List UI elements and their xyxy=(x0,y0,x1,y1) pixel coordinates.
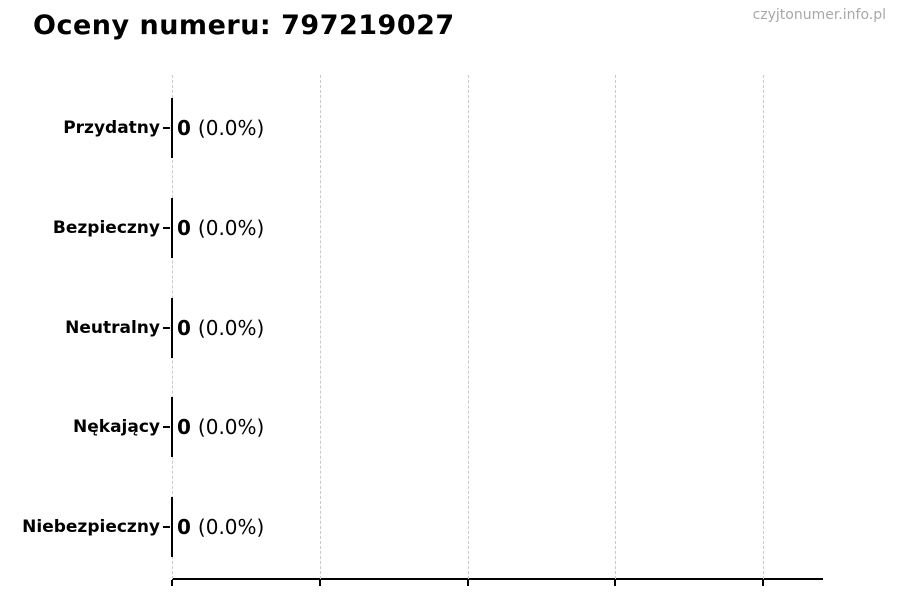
y-tick-mark xyxy=(163,426,170,428)
value-percent: (0.0%) xyxy=(197,116,265,140)
value-annotation: 0 (0.0%) xyxy=(177,98,264,158)
value-percent: (0.0%) xyxy=(197,415,265,439)
value-annotation: 0 (0.0%) xyxy=(177,298,264,358)
x-axis-line xyxy=(172,578,823,580)
chart-row: Neutralny 0 (0.0%) xyxy=(0,298,900,358)
gridline xyxy=(320,75,321,579)
value-annotation: 0 (0.0%) xyxy=(177,198,264,258)
gridline xyxy=(468,75,469,579)
chart-title: Oceny numeru: 797219027 xyxy=(33,10,455,41)
zero-width-bar xyxy=(171,397,173,457)
gridline xyxy=(763,75,764,579)
x-tick-mark xyxy=(319,580,321,586)
category-label: Nękający xyxy=(73,417,160,437)
zero-width-bar xyxy=(171,497,173,557)
value-count: 0 xyxy=(177,316,191,340)
category-label: Neutralny xyxy=(65,318,160,338)
value-count: 0 xyxy=(177,216,191,240)
chart-row: Przydatny 0 (0.0%) xyxy=(0,98,900,158)
x-tick-mark xyxy=(467,580,469,586)
zero-width-bar xyxy=(171,98,173,158)
x-tick-mark xyxy=(171,580,173,586)
value-annotation: 0 (0.0%) xyxy=(177,497,264,557)
x-tick-mark xyxy=(762,580,764,586)
y-tick-mark xyxy=(163,227,170,229)
category-label: Przydatny xyxy=(63,118,160,138)
chart-row: Niebezpieczny 0 (0.0%) xyxy=(0,497,900,557)
category-label: Bezpieczny xyxy=(52,218,160,238)
value-count: 0 xyxy=(177,116,191,140)
chart-row: Nękający 0 (0.0%) xyxy=(0,397,900,457)
value-percent: (0.0%) xyxy=(197,316,265,340)
x-tick-mark xyxy=(614,580,616,586)
zero-width-bar xyxy=(171,298,173,358)
y-tick-mark xyxy=(163,526,170,528)
category-label: Niebezpieczny xyxy=(22,517,160,537)
value-percent: (0.0%) xyxy=(197,515,265,539)
value-annotation: 0 (0.0%) xyxy=(177,397,264,457)
y-tick-mark xyxy=(163,327,170,329)
gridline xyxy=(615,75,616,579)
value-count: 0 xyxy=(177,515,191,539)
value-count: 0 xyxy=(177,415,191,439)
value-percent: (0.0%) xyxy=(197,216,265,240)
chart-row: Bezpieczny 0 (0.0%) xyxy=(0,198,900,258)
y-tick-mark xyxy=(163,127,170,129)
zero-width-bar xyxy=(171,198,173,258)
watermark: czyjtonumer.info.pl xyxy=(752,7,886,23)
